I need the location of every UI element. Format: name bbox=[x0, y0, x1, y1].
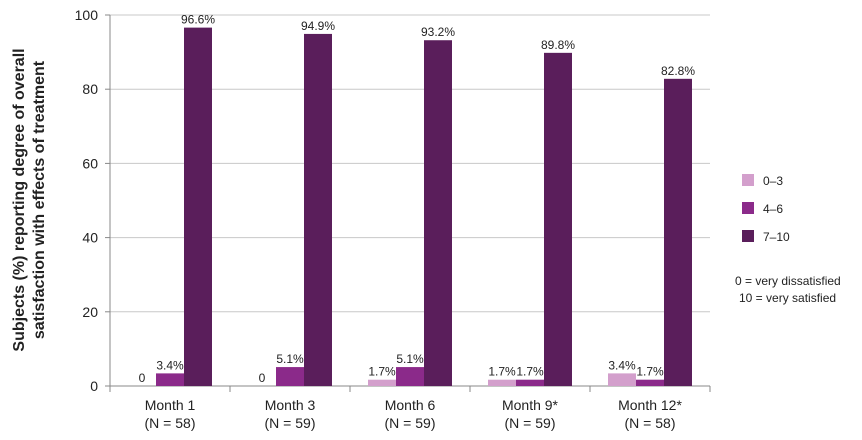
bar-2-1 bbox=[156, 373, 184, 386]
data-label: 3.4% bbox=[156, 358, 184, 372]
data-label: 82.8% bbox=[661, 64, 695, 78]
y-tick-label: 20 bbox=[82, 304, 98, 320]
data-label: 1.7% bbox=[488, 365, 516, 379]
x-tick-label: Month 12* bbox=[618, 397, 682, 413]
bar-1-4 bbox=[488, 379, 516, 386]
bar-2-5 bbox=[636, 379, 664, 386]
x-tick-sample-size: (N = 59) bbox=[265, 415, 316, 431]
y-tick-label: 40 bbox=[82, 230, 98, 246]
data-label: 89.8% bbox=[541, 38, 575, 52]
legend-label: 4–6 bbox=[763, 202, 783, 216]
y-tick-label: 100 bbox=[75, 7, 99, 23]
legend-swatch bbox=[742, 174, 754, 186]
legend-swatch bbox=[742, 230, 754, 242]
y-axis-tick-labels: 0 20 40 60 80 100 bbox=[75, 7, 99, 394]
y-tick-label: 0 bbox=[90, 378, 98, 394]
bar-3-2 bbox=[304, 33, 332, 387]
data-label: 0 bbox=[259, 371, 266, 385]
legend-label: 7–10 bbox=[763, 230, 790, 244]
data-label: 1.7% bbox=[368, 365, 396, 379]
bar-3-4 bbox=[544, 52, 572, 386]
data-label: 1.7% bbox=[516, 365, 544, 379]
y-tick-label: 80 bbox=[82, 81, 98, 97]
data-label: 94.9% bbox=[301, 19, 335, 33]
x-tick-label: Month 6 bbox=[385, 397, 436, 413]
legend: 0–3 4–6 7–10 bbox=[742, 174, 790, 244]
legend-label: 0–3 bbox=[763, 174, 783, 188]
data-labels: 03.4%96.6%05.1%94.9%1.7%5.1%93.2%1.7% 1.7… bbox=[139, 13, 696, 385]
y-tick-label: 60 bbox=[82, 155, 98, 171]
x-axis-tick-labels: Month 1 (N = 58) Month 3 (N = 59) Month 6 (N … bbox=[145, 397, 683, 431]
bar-1-3 bbox=[368, 379, 396, 386]
x-tick-label: Month 1 bbox=[145, 397, 196, 413]
y-axis-label-line-1: Subjects (%) reporting degree of overall bbox=[11, 48, 28, 351]
data-label: 96.6% bbox=[181, 13, 215, 27]
x-tick-sample-size: (N = 59) bbox=[505, 415, 556, 431]
bars bbox=[156, 27, 692, 387]
data-label: 0 bbox=[139, 371, 146, 385]
x-tick-sample-size: (N = 59) bbox=[385, 415, 436, 431]
bar-2-3 bbox=[396, 367, 424, 386]
scale-note-low: 0 = very dissatisfied bbox=[735, 274, 841, 288]
x-tick-label: Month 3 bbox=[265, 397, 316, 413]
bar-1-5 bbox=[608, 373, 636, 386]
data-label: 1.7% bbox=[636, 365, 664, 379]
legend-swatch bbox=[742, 202, 754, 214]
data-label: 5.1% bbox=[396, 352, 424, 366]
bar-2-2 bbox=[276, 367, 304, 386]
bar-2-4 bbox=[516, 379, 544, 386]
scale-note-high: 10 = very satisfied bbox=[739, 291, 836, 305]
x-tick-sample-size: (N = 58) bbox=[145, 415, 196, 431]
data-label: 5.1% bbox=[276, 352, 304, 366]
x-tick-sample-size: (N = 58) bbox=[625, 415, 676, 431]
data-label: 93.2% bbox=[421, 25, 455, 39]
bar-3-5 bbox=[664, 78, 692, 386]
y-axis-label-line-2: satisfaction with effects of treatment bbox=[31, 60, 48, 339]
bar-3-3 bbox=[424, 40, 452, 387]
x-tick-label: Month 9* bbox=[502, 397, 559, 413]
bar-3-1 bbox=[184, 27, 212, 386]
data-label: 3.4% bbox=[608, 358, 636, 372]
